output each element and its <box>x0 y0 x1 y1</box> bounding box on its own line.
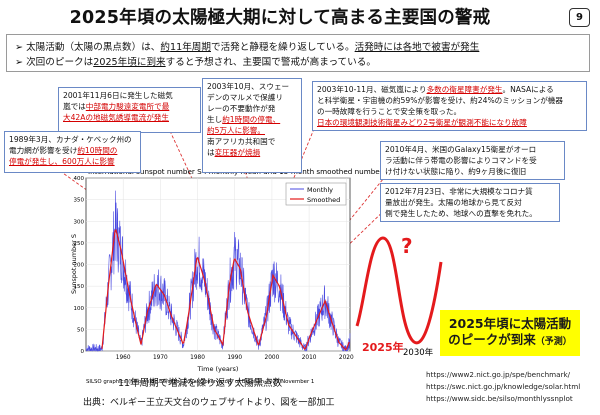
y-tick-label: 200 <box>74 263 85 269</box>
y-tick-label: 400 <box>74 176 85 182</box>
summary-box: ➢ 太陽活動（太陽の黒点数）は、約11年周期で活発と静穏を繰り返している。活発時… <box>6 34 590 72</box>
callout-2003-sweden: 2003年10月、スウェー デンのマルメで保護リ レーの不要動作が発 生し約1時… <box>202 78 302 173</box>
y-tick-label: 100 <box>74 306 85 312</box>
x-tick-label: 2010 <box>302 355 317 361</box>
y-tick-label: 50 <box>77 327 84 333</box>
monthly-series-line <box>85 190 351 352</box>
source-url-1[interactable]: https://www2.nict.go.jp/spe/benchmark/ <box>426 370 571 379</box>
bullet-marker: ➢ <box>15 57 27 68</box>
axis-ticks: 0 50 100 150 200 250 300 350 400 1960 1970 1980 1990… <box>74 176 354 361</box>
callout-2010-galaxy15: 2010年4月、米国のGalaxy15衛星がオーロ ラ活動に伴う帯電の影響により… <box>380 141 565 180</box>
source-url-2[interactable]: https://swc.nict.go.jp/knowledge/solar.h… <box>426 382 581 391</box>
y-tick-label: 0 <box>81 349 85 355</box>
x-tick-label: 1990 <box>227 355 242 361</box>
y-axis-label: Sunspot number S <box>70 234 78 294</box>
y-tick-label: 150 <box>74 284 85 290</box>
source-url-3[interactable]: https://www.sidc.be/silso/monthlyssnplot <box>426 394 573 403</box>
figure-caption: 11年周期で増減を繰り返す太陽黒点数 <box>118 378 283 389</box>
y-tick-label: 250 <box>74 241 85 247</box>
y-tick-label: 300 <box>74 219 85 225</box>
x-axis-label: Time (years) <box>197 365 239 373</box>
callout-2012-cme: 2012年7月23日、非常に大規模なコロナ質 量放出が発生。太陽の地球から見て反… <box>380 183 560 222</box>
bullet-2: ➢ 次回のピークは2025年頃に到来すると予想され、主要国で警戒が高まっている。 <box>15 57 376 68</box>
page-number: 9 <box>569 8 590 27</box>
smoothed-series-line <box>101 228 350 351</box>
chart-footer: SILSO graphics (http://sidc.be/silso) Ro… <box>86 379 314 385</box>
figure-source: 出典：ベルギー王立天文台のウェブサイトより、図を一部加工 <box>83 398 335 408</box>
x-tick-label: 1960 <box>116 355 131 361</box>
label-2025: 2025年 <box>362 340 404 354</box>
y-tick-label: 350 <box>74 198 85 204</box>
x-tick-label: 1970 <box>153 355 168 361</box>
bullet-marker: ➢ <box>15 42 27 53</box>
bullet-1: ➢ 太陽活動（太陽の黒点数）は、約11年周期で活発と静穏を繰り返している。活発時… <box>15 42 480 53</box>
label-2030: 2030年 <box>403 347 434 358</box>
callout-2003-satellites: 2003年10-11月、磁気嵐により多数の衛星障害が発生。NASAによる と科学… <box>312 81 587 131</box>
peak-forecast-banner: 2025年頃に太陽活動 のピークが到来（予測） <box>440 310 580 356</box>
legend-smoothed: Smoothed <box>307 196 340 204</box>
forecast-curve <box>355 236 443 345</box>
chart-legend: Monthly Smoothed <box>285 182 347 206</box>
page-title: 2025年頃の太陽極大期に対して高まる主要国の警戒 <box>69 8 491 28</box>
callout-2001-japan: 2001年11月6日に発生した磁気 嵐では中部電力駿遠変電所で最 大42Aの地磁… <box>58 87 201 133</box>
x-tick-label: 2020 <box>339 355 354 361</box>
forecast-question-mark: ? <box>401 234 413 258</box>
x-tick-label: 1980 <box>190 355 205 361</box>
callout-1989-quebec: 1989年3月、カナダ・ケベック州の 電力網が影響を受け約10時間の 停電が発生… <box>4 131 141 173</box>
x-tick-label: 2000 <box>265 355 280 361</box>
legend-monthly: Monthly <box>307 186 333 194</box>
